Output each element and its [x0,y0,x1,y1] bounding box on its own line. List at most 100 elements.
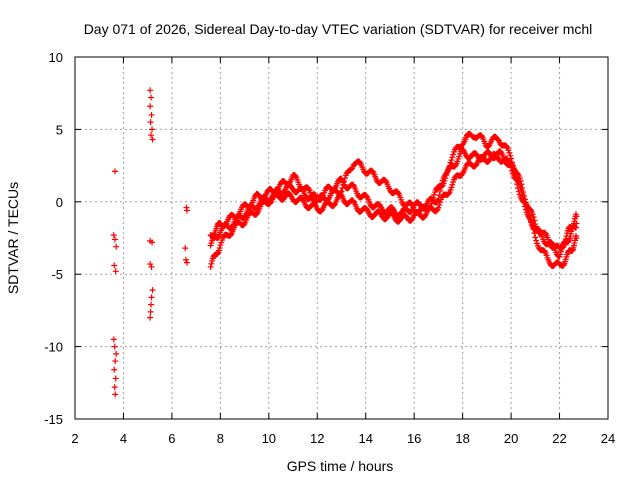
x-tick-label: 20 [504,431,518,446]
data-point-track-a [459,170,466,177]
data-point [110,336,117,343]
data-point-track-c [459,141,466,148]
data-point-track-a [543,252,550,259]
data-point-track-b [338,188,345,195]
data-point [148,94,155,101]
data-point [111,262,118,269]
data-point-track-c [449,154,456,161]
data-point-track-a [448,184,455,191]
data-point [147,308,154,315]
data-point [147,103,154,110]
data-point [112,391,119,398]
data-point [148,294,155,301]
data-point-track-b [526,212,533,219]
data-point-track-c [573,213,580,220]
data-point-track-a [227,232,234,238]
data-point-track-b [527,219,534,226]
data-point [111,168,118,175]
data-point-track-c [560,244,567,251]
data-point-track-b [425,206,432,213]
data-point-track-c [562,238,569,245]
data-point-track-a [560,261,567,268]
x-tick-label: 14 [358,431,372,446]
data-point-track-c [436,192,443,199]
data-point [149,126,156,133]
data-point [183,207,190,214]
data-point-track-c [508,159,515,166]
x-tick-label: 6 [168,431,175,446]
data-point [112,375,119,382]
data-point [148,301,155,308]
data-point-track-b [394,189,401,196]
data-point [111,343,118,350]
y-tick-label: 5 [56,122,63,137]
data-point-track-b [513,176,520,183]
data-point-track-c [521,192,528,199]
data-point-track-c [437,188,444,195]
data-point-track-b [527,215,534,222]
data-point-track-c [519,185,526,192]
data-point-track-c [485,143,492,150]
data-point [148,132,155,139]
data-point [148,111,155,118]
data-point-track-c [448,157,455,164]
data-point [183,259,190,266]
data-point-track-c [521,196,528,203]
data-point [111,366,118,373]
y-tick-label: -15 [44,412,63,427]
data-point-track-a [207,263,214,270]
data-point-track-b [497,148,504,155]
data-point [149,136,156,143]
plot-frame [74,56,609,420]
data-point-track-c [312,192,319,199]
data-point-track-a [216,244,223,251]
data-point [147,314,154,321]
y-tick-label: 0 [56,195,63,210]
x-tick-label: 8 [217,431,224,446]
data-point-track-b [356,159,363,166]
data-point-track-c [450,151,457,158]
data-point-track-c [518,181,525,188]
data-point-track-c [517,177,524,184]
data-point [149,239,156,246]
data-point [147,87,154,94]
data-point-track-c [438,180,445,187]
data-point-track-c [438,183,445,190]
data-point [112,268,119,275]
data-point-track-a [573,235,580,241]
x-tick-label: 12 [310,431,324,446]
data-point-track-c [505,147,512,154]
data-point-track-c [446,163,453,170]
data-point-track-c [228,224,235,231]
data-point-track-c [516,175,523,182]
data-point-track-c [531,217,538,224]
x-tick-label: 24 [601,431,615,446]
data-point [111,236,118,243]
data-point-track-c [435,196,442,203]
data-point-track-a [214,250,221,257]
data-point [182,256,189,263]
data-point-track-b [369,168,376,175]
data-point-track-c [530,213,537,220]
data-point [113,350,120,357]
data-point-track-a [449,181,456,188]
data-point-track-a [533,237,540,244]
data-point [182,245,189,252]
data-point [147,119,154,126]
data-point-track-c [478,132,485,139]
data-point-track-c [508,155,515,162]
data-point [148,263,155,270]
data-point-track-c [562,236,569,243]
data-point [112,358,119,365]
data-point-track-c [445,165,452,172]
data-point [149,287,156,294]
chart-title: Day 071 of 2026, Sidereal Day-to-day VTE… [84,21,593,37]
y-tick-label: -5 [51,267,63,282]
data-point [110,232,117,239]
data-point-track-c [529,211,536,218]
data-points [110,87,580,398]
data-point-track-c [520,189,527,196]
data-point-track-b [455,155,462,162]
